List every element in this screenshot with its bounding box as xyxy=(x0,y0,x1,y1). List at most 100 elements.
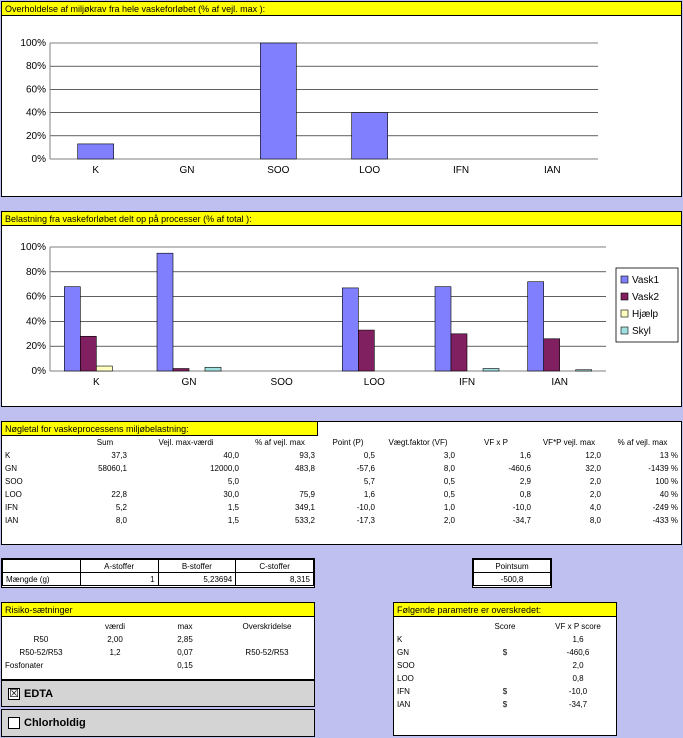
table-cell: -10,0 xyxy=(356,503,375,512)
column-header: Vejl. max-værdi xyxy=(158,438,214,447)
x-tick-label: SOO xyxy=(271,377,293,388)
table-cell: -249 % xyxy=(652,503,678,512)
y-tick-label: 100% xyxy=(20,242,46,253)
table-cell: 0,8 xyxy=(519,490,531,499)
column-header: VF x P score xyxy=(555,622,601,631)
table-row: Fosfonater 0,15 xyxy=(2,659,314,672)
table-cell: 12000,0 xyxy=(210,464,239,473)
y-tick-label: 40% xyxy=(26,108,46,119)
table-cell: 8,0 xyxy=(115,516,127,525)
table-cell: 8,0 xyxy=(443,464,455,473)
bar xyxy=(575,369,592,372)
checkbox-chlorholdig[interactable]: Chlorholdig xyxy=(1,709,315,737)
table-row: R50 2,00 2,85 xyxy=(2,633,314,646)
table-cell: 12,0 xyxy=(585,451,601,460)
table-cell: 8,0 xyxy=(589,516,601,525)
table-cell: 37,3 xyxy=(111,451,127,460)
y-tick-label: 0% xyxy=(32,154,47,165)
table-cell: -34,7 xyxy=(568,700,588,709)
checkbox-chlorholdig-box[interactable] xyxy=(8,717,20,729)
x-tick-label: LOO xyxy=(359,165,380,176)
risiko-panel: Risiko-sætninger værdi max Overskridelse R… xyxy=(1,602,315,680)
checkbox-edta[interactable]: ☒ EDTA xyxy=(1,680,315,707)
table-cell: -1439 % xyxy=(648,464,678,473)
y-tick-label: 0% xyxy=(32,366,47,377)
table-cell: 32,0 xyxy=(585,464,601,473)
table-header-row: værdi max Overskridelse xyxy=(2,620,314,633)
column-header: Score xyxy=(494,622,516,631)
stoffer-table: A-stoffer B-stoffer C-stoffer Mængde (g) 1 5… xyxy=(2,559,314,586)
legend-label: Skyl xyxy=(632,326,651,337)
table-header-row: Score VF x P score xyxy=(394,620,616,633)
table-cell: -57,6 xyxy=(356,464,375,473)
x-tick-label: K xyxy=(93,377,100,388)
bar xyxy=(434,286,452,372)
table-row: K 1,6 xyxy=(394,633,616,646)
table-cell xyxy=(220,659,314,672)
table-cell: K xyxy=(5,451,11,460)
table-cell: 1,5 xyxy=(227,516,239,525)
legend-label: Vask1 xyxy=(632,275,659,286)
table-cell: 3,0 xyxy=(443,451,455,460)
bar xyxy=(351,112,388,160)
table-cell: 1 xyxy=(79,572,159,586)
pointsum-label: Pointsum xyxy=(473,559,551,573)
legend-swatch xyxy=(620,309,629,318)
table-row: GN $ -460,6 xyxy=(394,646,616,659)
table-row: IAN 8,0 1,5 533,2 -17,3 2,0 -34,7 8,0 -433 % xyxy=(2,514,681,527)
pointsum-panel: Pointsum -500,8 xyxy=(472,558,552,588)
table-cell: 1,6 xyxy=(572,635,584,644)
column-header: % af vejl. max xyxy=(255,438,305,447)
column-header: A-stoffer xyxy=(79,559,159,573)
bar xyxy=(64,286,81,372)
table-cell: 1,5 xyxy=(227,503,239,512)
bar xyxy=(172,368,190,372)
table-cell: 1,0 xyxy=(443,503,455,512)
table-cell: 5,0 xyxy=(227,477,239,486)
bar xyxy=(80,335,97,372)
table-cell: -460,6 xyxy=(508,464,531,473)
table-cell: 2,85 xyxy=(177,635,193,644)
noegletal-panel: Nøgletal for vaskeprocessens miljøbelast… xyxy=(1,421,682,545)
legend-label: Hjælp xyxy=(632,309,659,320)
y-tick-label: 20% xyxy=(26,131,46,142)
table-cell: 2,00 xyxy=(107,635,123,644)
column-header: B-stoffer xyxy=(157,559,237,573)
bar xyxy=(342,287,359,372)
table-cell: 5,23694 xyxy=(157,572,237,586)
bar xyxy=(96,365,113,372)
table-cell: -433 % xyxy=(652,516,678,525)
table-cell xyxy=(80,475,130,488)
y-tick-label: 60% xyxy=(26,292,46,303)
table-cell: 1,6 xyxy=(519,451,531,460)
table-row: IFN $ -10,0 xyxy=(394,685,616,698)
table-row: LOO 0,8 xyxy=(394,672,616,685)
x-tick-label: IFN xyxy=(459,377,475,388)
table-cell xyxy=(220,633,314,646)
table-row: IAN $ -34,7 xyxy=(394,698,616,711)
risiko-table: værdi max Overskridelse R50 2,00 2,85 R50-52/… xyxy=(2,620,314,672)
y-tick-label: 80% xyxy=(26,267,46,278)
compliance-chart: 0% 20% 40% 60% 80% 100% K GN SOO LOO IFN IAN xyxy=(20,38,598,176)
table-cell: 40,0 xyxy=(223,451,239,460)
table-cell: LOO xyxy=(397,674,414,683)
overskredet-panel: Følgende parametre er overskredet: Score… xyxy=(393,602,617,736)
table-cell xyxy=(470,633,540,646)
table-cell: 349,1 xyxy=(294,503,315,512)
x-tick-label: LOO xyxy=(364,377,385,388)
x-tick-label: GN xyxy=(180,165,195,176)
table-cell: R50-52/R53 xyxy=(245,648,289,657)
y-tick-label: 40% xyxy=(26,316,46,327)
table-cell: 75,9 xyxy=(299,490,315,499)
checkbox-edta-box[interactable]: ☒ xyxy=(8,687,20,700)
table-cell: SOO xyxy=(5,477,23,486)
overskredet-title: Følgende parametre er overskredet: xyxy=(394,603,616,617)
table-cell: SOO xyxy=(397,661,415,670)
table-cell: $ xyxy=(502,687,508,696)
column-header: C-stoffer xyxy=(235,559,314,573)
row-label: Mængde (g) xyxy=(2,572,81,586)
table-cell: 58060,1 xyxy=(98,464,127,473)
table-cell: 5,7 xyxy=(363,477,375,486)
table-cell: K xyxy=(397,635,403,644)
table-cell: 40 % xyxy=(659,490,678,499)
